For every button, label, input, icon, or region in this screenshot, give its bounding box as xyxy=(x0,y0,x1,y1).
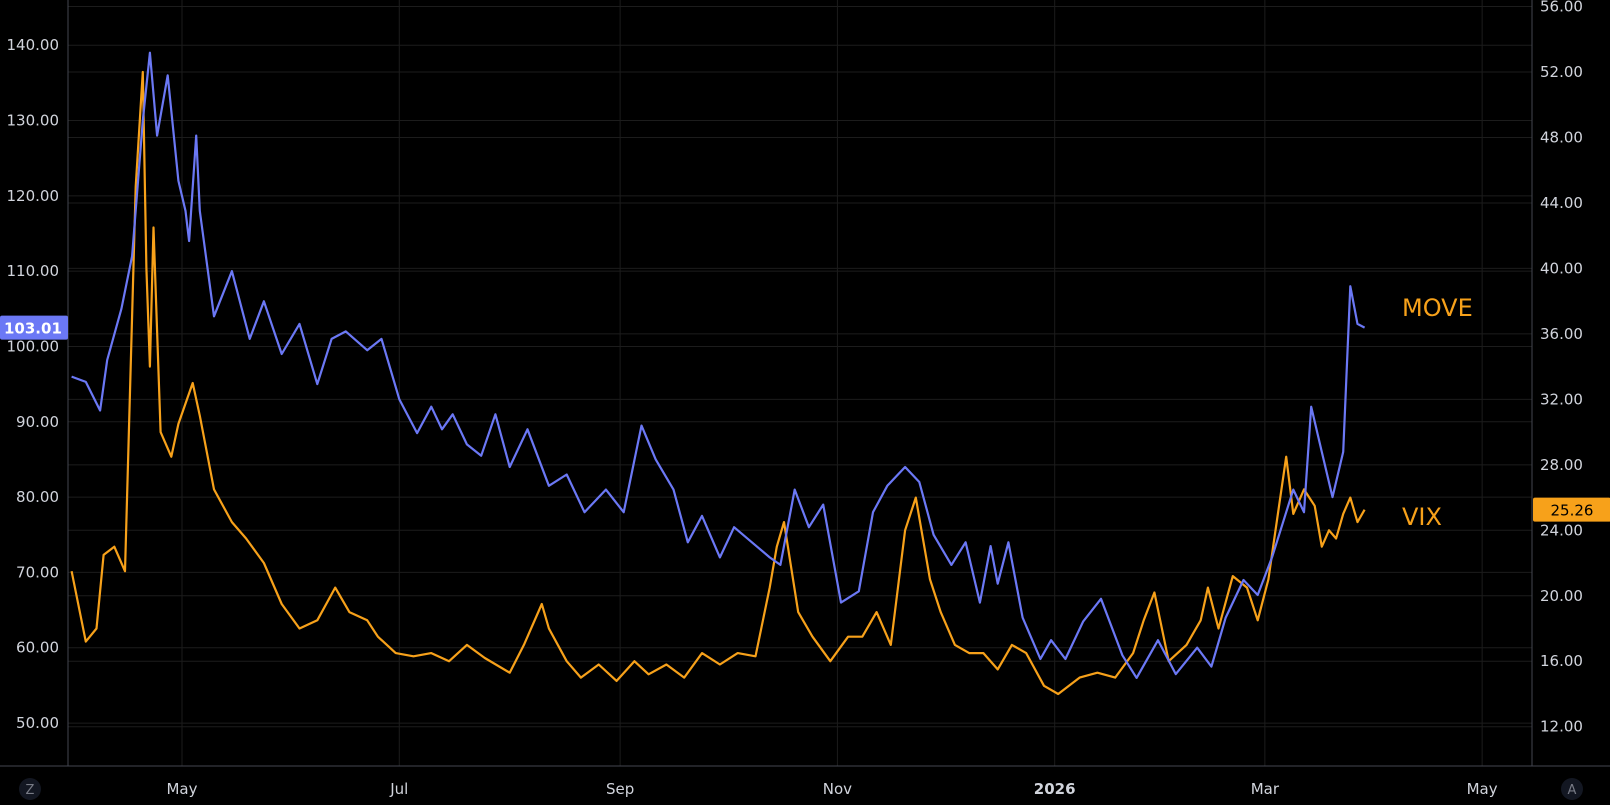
right-axis-tick-label: 56.00 xyxy=(1540,0,1583,16)
right-axis-tick-label: 40.00 xyxy=(1540,259,1583,277)
x-axis-tick-label: Mar xyxy=(1251,780,1280,798)
left-axis-tick-label: 120.00 xyxy=(7,187,60,205)
move-price-tag xyxy=(0,315,68,340)
series-line-vix xyxy=(70,70,1366,696)
right-axis-tick-label: 52.00 xyxy=(1540,63,1583,81)
left-axis-tick-label: 50.00 xyxy=(16,714,59,732)
x-axis-tick-label: Nov xyxy=(823,780,852,798)
right-axis-tick-label: 36.00 xyxy=(1540,325,1583,343)
right-axis-tick-label: 16.00 xyxy=(1540,652,1583,670)
zoom-button-label: Z xyxy=(26,783,35,798)
x-axis-tick-label: 2026 xyxy=(1034,780,1076,798)
left-axis-tick-label: 110.00 xyxy=(7,262,60,280)
vix-price-tag xyxy=(1533,497,1610,522)
series-layer xyxy=(70,51,1366,696)
zoom-button xyxy=(19,778,41,800)
left-axis-tick-label: 140.00 xyxy=(7,36,60,54)
auto-scale-button xyxy=(1561,778,1583,800)
series-label-vix: VIX xyxy=(1402,503,1442,531)
series-line-move xyxy=(71,51,1366,679)
left-axis-tick-label: 100.00 xyxy=(7,337,60,355)
x-axis-tick-label: Jul xyxy=(389,780,408,798)
labels: MOVE VIX 103.01 25.26 Z A xyxy=(0,294,1610,800)
left-axis-tick-label: 80.00 xyxy=(16,488,59,506)
left-axis-tick-label: 60.00 xyxy=(16,639,59,657)
move-price-label: 103.01 xyxy=(4,320,62,338)
right-axis-tick-label: 12.00 xyxy=(1540,718,1583,736)
x-axis-tick-label: May xyxy=(1467,780,1498,798)
right-axis-tick-label: 24.00 xyxy=(1540,521,1583,539)
left-axis-tick-label: 130.00 xyxy=(7,112,60,130)
x-axis-tick-label: Sep xyxy=(606,780,634,798)
right-axis-tick-label: 48.00 xyxy=(1540,128,1583,146)
left-axis-tick-label: 90.00 xyxy=(16,413,59,431)
vix-price-label: 25.26 xyxy=(1551,502,1594,520)
right-axis-tick-label: 20.00 xyxy=(1540,587,1583,605)
right-axis-tick-label: 44.00 xyxy=(1540,194,1583,212)
x-axis-tick-label: May xyxy=(166,780,197,798)
right-axis-tick-label: 28.00 xyxy=(1540,456,1583,474)
left-axis-tick-label: 70.00 xyxy=(16,563,59,581)
auto-scale-button-label: A xyxy=(1568,783,1577,798)
series-label-move: MOVE xyxy=(1402,294,1473,322)
right-axis-tick-label: 32.00 xyxy=(1540,390,1583,408)
